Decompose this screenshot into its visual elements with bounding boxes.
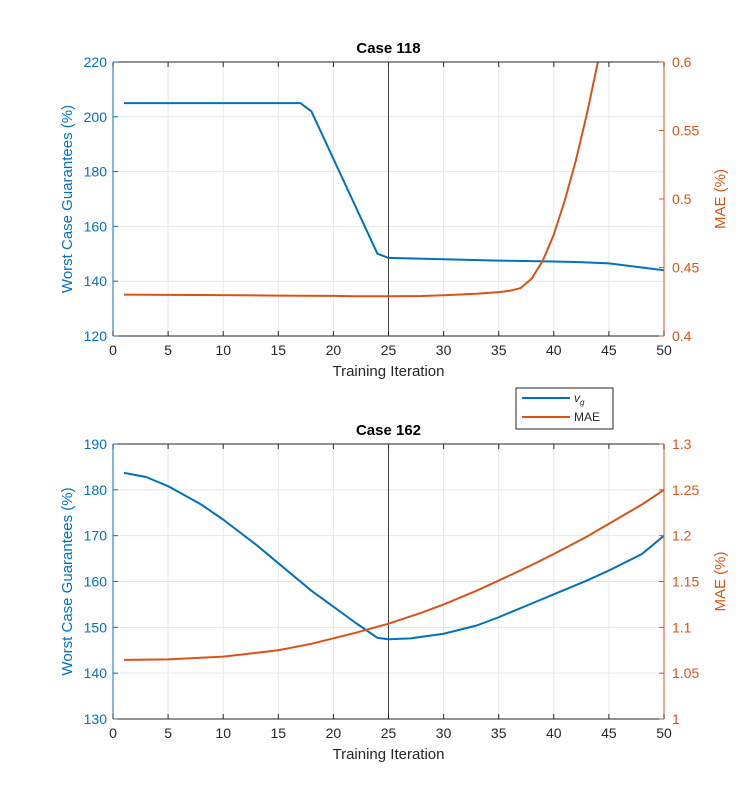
x-tick-label-25: 25 [381,725,397,741]
x-tick-label-35: 35 [491,725,507,741]
y-right-tick-label-1-2: 1.2 [672,528,692,544]
x-tick-label-10: 10 [215,342,231,358]
x-tick-label-35: 35 [491,342,507,358]
x-tick-label-50: 50 [656,725,672,741]
x-tick-label-20: 20 [326,725,342,741]
chart-title: Case 162 [356,422,421,439]
x-tick-label-50: 50 [656,342,672,358]
x-tick-label-25: 25 [381,342,397,358]
x-tick-label-0: 0 [109,342,117,358]
y-right-tick-label-0-45: 0.45 [672,260,699,276]
y-left-tick-label-120: 120 [84,328,108,344]
x-tick-label-45: 45 [601,342,617,358]
y-left-axis-label: Worst Case Guarantees (%) [59,487,76,675]
y-left-tick-label-220: 220 [84,54,108,70]
y-left-tick-label-180: 180 [84,164,108,180]
y-right-tick-label-1-25: 1.25 [672,482,699,498]
y-right-tick-label-1-05: 1.05 [672,665,699,681]
x-axis-label: Training Iteration [332,746,444,763]
y-left-tick-label-160: 160 [84,218,108,234]
series-line-mae [124,62,599,298]
y-right-tick-label-1-15: 1.15 [672,574,699,590]
legend-box [515,387,614,430]
y-right-tick-label-0-55: 0.55 [672,123,699,139]
y-right-tick-label-0-4: 0.4 [672,328,692,344]
x-tick-label-0: 0 [109,725,117,741]
y-left-tick-label-190: 190 [84,436,108,452]
y-left-tick-label-140: 140 [84,665,108,681]
series-line-v-g [123,471,664,641]
legend-label-vg-main: v [574,391,581,405]
y-left-tick-label-170: 170 [84,528,108,544]
y-right-tick-label-0-5: 0.5 [672,191,692,207]
series-line-v-g [124,102,664,272]
y-left-tick-label-180: 180 [84,482,108,498]
x-tick-label-5: 5 [164,342,172,358]
x-tick-label-45: 45 [601,725,617,741]
series-line-mae [124,488,664,661]
y-right-tick-label-1-1: 1.1 [672,619,692,635]
y-right-tick-label-1: 1 [672,711,680,727]
x-tick-label-30: 30 [436,725,452,741]
y-left-axis-label: Worst Case Guarantees (%) [59,105,76,293]
x-tick-label-5: 5 [164,725,172,741]
y-right-tick-label-0-6: 0.6 [672,54,692,70]
y-left-tick-label-130: 130 [84,711,108,727]
chart-title: Case 118 [356,40,420,57]
x-tick-label-20: 20 [326,342,342,358]
x-tick-label-15: 15 [271,342,287,358]
legend-label-vg: vg [574,391,585,407]
y-left-tick-label-160: 160 [84,574,108,590]
y-right-axis-label: MAE (%) [712,169,729,229]
x-tick-label-40: 40 [546,725,562,741]
x-tick-label-15: 15 [271,725,287,741]
y-left-tick-label-200: 200 [84,109,108,125]
y-left-tick-label-150: 150 [84,619,108,635]
y-right-tick-label-1-3: 1.3 [672,436,692,452]
x-tick-label-30: 30 [436,342,452,358]
legend-label-vg-sub: g [580,398,585,407]
chart-case-162: 0 5 10 15 20 25 30 35 40 45 50 130 140 150 160 170 180 19… [59,422,729,763]
y-right-axis-label: MAE (%) [712,551,729,611]
chart-case-118: 0 5 10 15 20 25 30 35 40 45 50 120 140 160 180 200 220 0.… [59,40,729,380]
x-axis-label: Training Iteration [332,363,444,380]
x-tick-label-10: 10 [215,725,231,741]
y-left-tick-label-140: 140 [84,273,108,289]
legend-label-mae: MAE [574,410,600,424]
legend: vg MAE [515,387,614,430]
x-tick-label-40: 40 [546,342,562,358]
